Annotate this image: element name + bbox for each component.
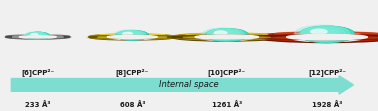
Circle shape	[301, 27, 345, 40]
Circle shape	[207, 29, 240, 39]
Ellipse shape	[195, 35, 259, 39]
Circle shape	[222, 34, 230, 36]
Ellipse shape	[6, 36, 70, 38]
Circle shape	[30, 33, 43, 37]
Ellipse shape	[257, 32, 378, 41]
Ellipse shape	[257, 35, 378, 40]
Circle shape	[295, 25, 349, 41]
Circle shape	[116, 31, 149, 40]
Ellipse shape	[169, 36, 284, 39]
Text: 1261 Å³: 1261 Å³	[212, 101, 242, 108]
Ellipse shape	[172, 35, 282, 39]
Ellipse shape	[271, 36, 378, 39]
Ellipse shape	[108, 34, 156, 40]
Circle shape	[31, 34, 38, 36]
Circle shape	[212, 31, 237, 38]
Ellipse shape	[6, 35, 70, 38]
Circle shape	[129, 34, 135, 36]
Ellipse shape	[12, 37, 64, 38]
Ellipse shape	[172, 34, 282, 41]
Ellipse shape	[107, 35, 157, 38]
Text: [8]CPP²⁻: [8]CPP²⁻	[116, 68, 149, 76]
Text: [6]CPP²⁻: [6]CPP²⁻	[21, 68, 54, 76]
Circle shape	[125, 33, 138, 37]
Ellipse shape	[87, 36, 178, 39]
Circle shape	[113, 30, 145, 39]
Circle shape	[33, 34, 42, 37]
Text: [12]CPP²⁻: [12]CPP²⁻	[308, 68, 346, 76]
Circle shape	[299, 26, 355, 43]
Circle shape	[321, 33, 332, 36]
Circle shape	[116, 31, 148, 40]
Ellipse shape	[183, 37, 271, 38]
Circle shape	[308, 29, 340, 38]
Ellipse shape	[89, 34, 176, 39]
Circle shape	[27, 33, 45, 38]
Circle shape	[314, 31, 336, 37]
Ellipse shape	[197, 33, 257, 41]
Text: 1928 Å³: 1928 Å³	[312, 101, 342, 108]
Ellipse shape	[172, 33, 282, 40]
Circle shape	[206, 29, 248, 41]
Text: Internal space: Internal space	[159, 80, 219, 89]
Circle shape	[214, 31, 227, 35]
Text: 608 Å³: 608 Å³	[119, 101, 145, 108]
Circle shape	[217, 32, 234, 37]
Ellipse shape	[98, 37, 167, 38]
Ellipse shape	[254, 36, 378, 40]
Circle shape	[117, 31, 143, 39]
Ellipse shape	[4, 36, 71, 38]
Ellipse shape	[274, 32, 378, 36]
Circle shape	[300, 26, 354, 42]
Ellipse shape	[20, 35, 56, 39]
Circle shape	[26, 32, 49, 39]
Ellipse shape	[89, 36, 176, 38]
Ellipse shape	[186, 33, 268, 36]
Circle shape	[35, 35, 40, 36]
Circle shape	[26, 32, 50, 39]
Circle shape	[206, 29, 248, 41]
Circle shape	[123, 32, 132, 35]
Ellipse shape	[14, 35, 62, 36]
Circle shape	[311, 29, 327, 34]
Ellipse shape	[288, 32, 366, 42]
Ellipse shape	[6, 35, 70, 39]
Ellipse shape	[19, 36, 56, 38]
Ellipse shape	[89, 34, 176, 40]
Circle shape	[121, 32, 140, 38]
Circle shape	[202, 28, 244, 40]
Ellipse shape	[257, 33, 378, 43]
FancyArrow shape	[11, 76, 353, 94]
Ellipse shape	[287, 34, 367, 40]
Text: [10]CPP²⁻: [10]CPP²⁻	[208, 68, 246, 76]
Ellipse shape	[100, 34, 165, 36]
Text: 233 Å³: 233 Å³	[25, 101, 51, 108]
Circle shape	[25, 32, 47, 39]
